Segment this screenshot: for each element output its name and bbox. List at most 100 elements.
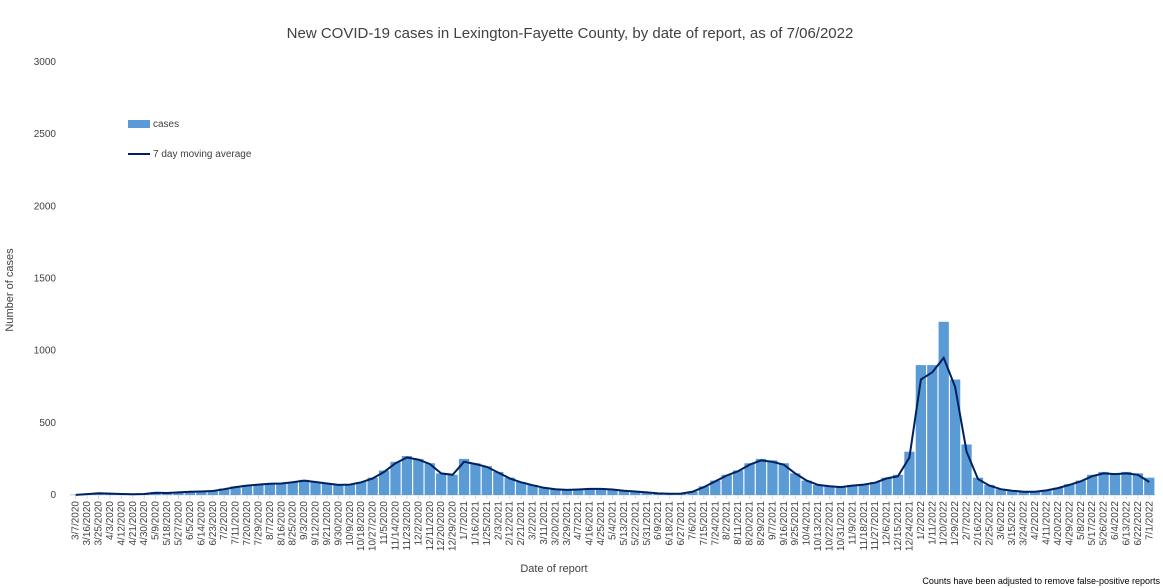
bar xyxy=(287,482,298,495)
x-tick-label: 3/6/2022 xyxy=(996,501,1007,540)
x-tick-label: 8/11/2021 xyxy=(733,501,744,545)
y-tick-label: 1000 xyxy=(34,346,57,357)
bar xyxy=(1041,489,1052,495)
x-tick-label: 5/18/2020 xyxy=(162,501,173,546)
x-tick-label: 6/5/2020 xyxy=(185,501,196,540)
x-tick-label: 8/20/2021 xyxy=(745,501,756,546)
bar xyxy=(310,482,321,495)
x-tick-label: 6/27/2021 xyxy=(676,501,687,546)
x-tick-label: 3/2/2021 xyxy=(528,501,539,540)
y-tick-label: 2500 xyxy=(34,129,57,140)
x-tick-label: 9/30/2020 xyxy=(333,501,344,546)
bar xyxy=(173,492,184,495)
x-tick-label: 4/25/2021 xyxy=(596,501,607,546)
bar xyxy=(938,321,949,495)
x-tick-label: 6/13/2022 xyxy=(1121,501,1132,546)
x-tick-label: 3/7/2020 xyxy=(71,501,82,540)
bar xyxy=(835,487,847,495)
x-tick-label: 5/9/2020 xyxy=(151,501,162,540)
x-tick-label: 12/2/2020 xyxy=(413,501,424,546)
bar xyxy=(550,489,561,495)
x-tick-label: 10/9/2020 xyxy=(345,501,356,546)
bar xyxy=(915,365,927,495)
bar xyxy=(424,463,435,495)
bar xyxy=(344,484,355,495)
bar xyxy=(264,483,276,495)
bar xyxy=(184,491,196,495)
bar xyxy=(847,484,858,495)
y-tick-label: 1500 xyxy=(34,274,57,285)
x-tick-label: 4/2/2022 xyxy=(1030,501,1041,540)
bar xyxy=(538,487,550,495)
bar xyxy=(927,365,938,495)
bar xyxy=(378,470,390,495)
x-tick-label: 9/12/2020 xyxy=(311,501,322,546)
x-tick-label: 2/12/2021 xyxy=(505,501,516,546)
x-tick-label: 10/31/2021 xyxy=(836,501,847,551)
bar xyxy=(241,484,253,495)
x-tick-label: 12/24/2021 xyxy=(904,501,915,551)
bar xyxy=(630,491,641,495)
x-tick-label: 2/16/2022 xyxy=(973,501,984,546)
bar xyxy=(276,483,287,495)
bar xyxy=(790,473,801,495)
bar xyxy=(436,473,447,495)
x-tick-label: 4/11/2022 xyxy=(1042,501,1053,545)
x-tick-label: 4/20/2022 xyxy=(1053,501,1064,546)
x-tick-label: 12/29/2020 xyxy=(448,501,459,551)
x-tick-label: 3/24/2022 xyxy=(1019,501,1030,546)
y-tick-label: 2000 xyxy=(34,201,57,212)
x-tick-label: 7/1/2022 xyxy=(1144,501,1155,540)
bar xyxy=(755,458,767,495)
bar xyxy=(561,489,572,495)
x-tick-label: 3/29/2021 xyxy=(562,501,573,546)
bar xyxy=(607,489,618,495)
x-tick-label: 11/23/2020 xyxy=(402,501,413,551)
x-tick-label: 1/29/2022 xyxy=(950,501,961,546)
bar xyxy=(721,474,732,495)
bar xyxy=(333,484,344,495)
x-tick-label: 12/6/2021 xyxy=(882,501,893,546)
x-tick-label: 6/23/2020 xyxy=(208,501,219,546)
bar xyxy=(1144,477,1155,495)
bar xyxy=(949,379,961,495)
x-tick-label: 4/30/2020 xyxy=(139,501,150,546)
x-tick-label: 8/7/2020 xyxy=(265,501,276,540)
x-tick-label: 1/20/2022 xyxy=(939,501,950,546)
bar xyxy=(1109,473,1121,495)
bar xyxy=(984,484,995,495)
x-tick-label: 7/11/2020 xyxy=(231,501,242,545)
bar xyxy=(824,486,835,495)
x-tick-label: 1/2/2022 xyxy=(916,501,927,540)
bar xyxy=(904,451,915,495)
bar xyxy=(447,474,458,495)
x-tick-label: 1/25/2021 xyxy=(482,501,493,546)
x-tick-label: 9/25/2021 xyxy=(790,501,801,546)
x-tick-label: 10/27/2020 xyxy=(368,501,379,551)
bar xyxy=(230,486,241,495)
bar xyxy=(1064,484,1075,495)
x-tick-label: 2/25/2022 xyxy=(984,501,995,546)
y-tick-label: 3000 xyxy=(34,57,57,68)
x-tick-label: 8/2/2021 xyxy=(722,501,733,540)
x-tick-label: 6/22/2022 xyxy=(1133,501,1144,546)
x-tick-label: 1/16/2021 xyxy=(470,501,481,546)
bar xyxy=(641,492,652,495)
y-axis-label: Number of cases xyxy=(4,248,16,332)
x-tick-label: 2/21/2021 xyxy=(516,501,527,546)
bar xyxy=(1007,490,1018,495)
x-tick-label: 5/13/2021 xyxy=(619,501,630,546)
bar xyxy=(1075,480,1086,495)
legend-label: 7 day moving average xyxy=(153,149,252,160)
bar xyxy=(767,460,778,495)
x-tick-label: 5/8/2022 xyxy=(1076,501,1087,540)
x-tick-label: 4/3/2020 xyxy=(105,501,116,540)
x-tick-label: 12/11/2020 xyxy=(425,501,436,551)
bar xyxy=(401,456,413,495)
bar xyxy=(196,491,207,495)
bar xyxy=(527,484,538,495)
bar xyxy=(870,482,881,495)
bar xyxy=(253,484,264,495)
x-tick-label: 1/11/2022 xyxy=(927,501,938,545)
bar xyxy=(961,444,972,495)
